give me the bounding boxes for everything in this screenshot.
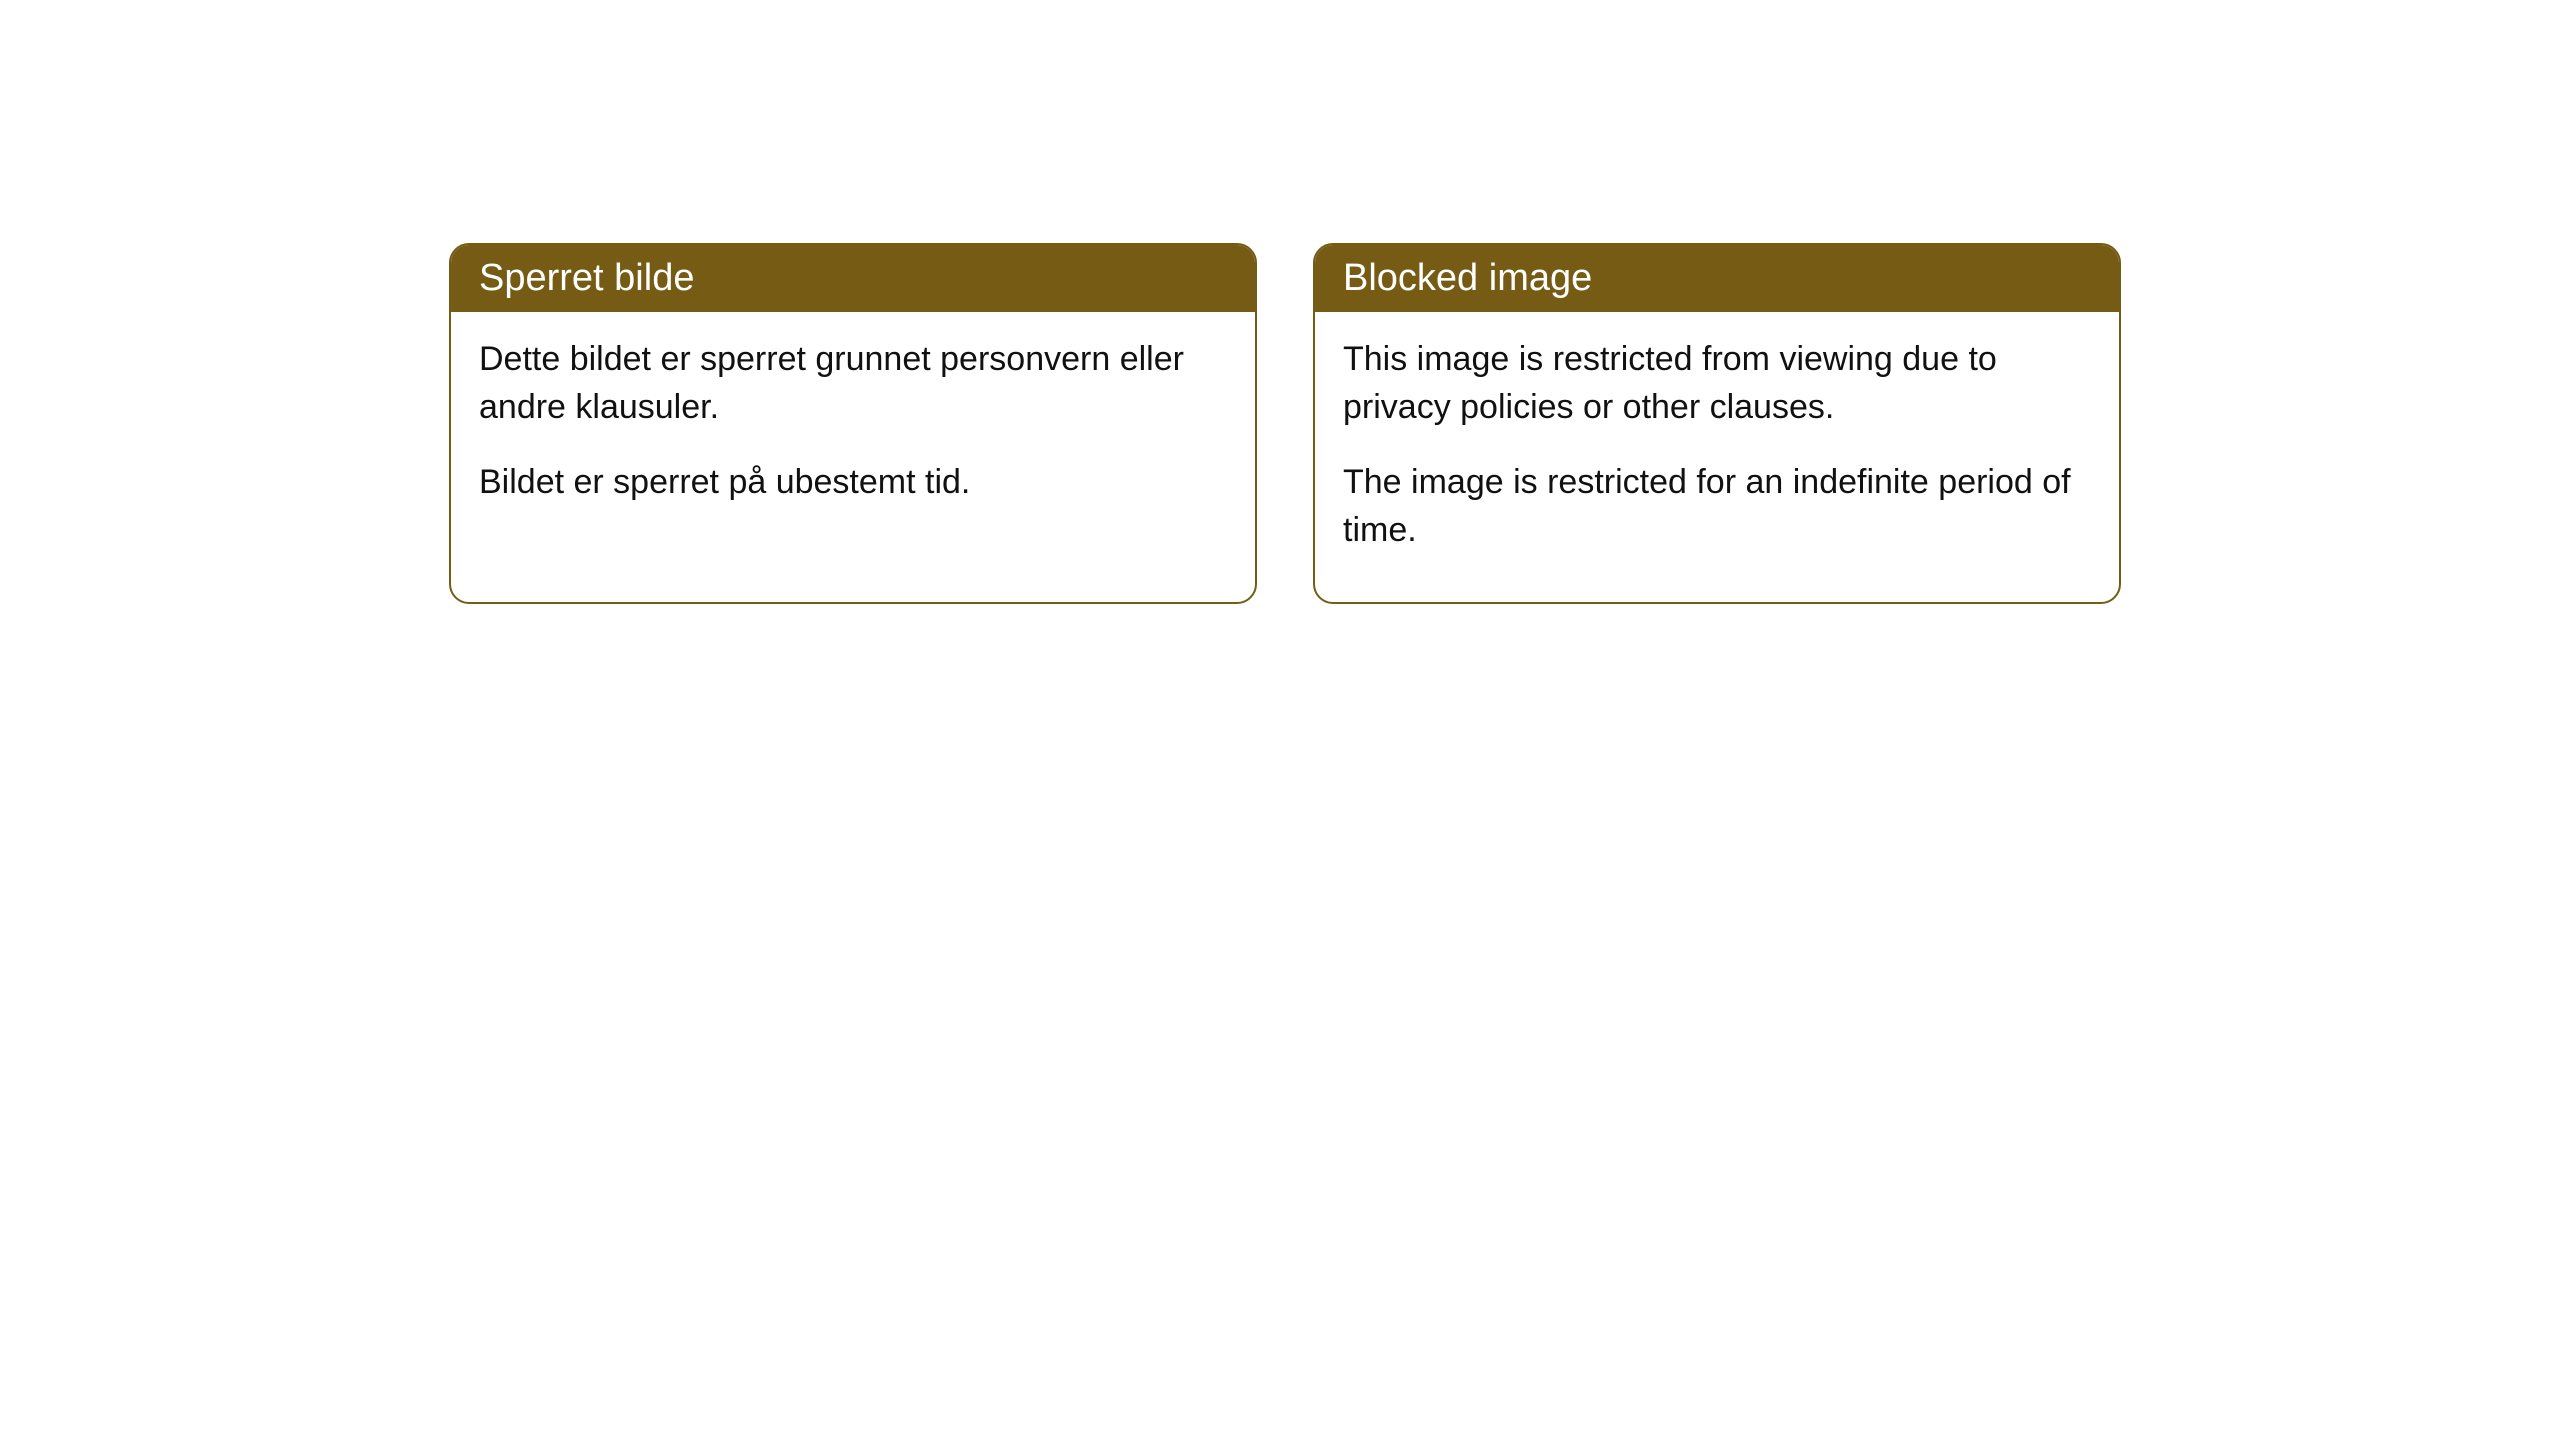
card-paragraph-1-norwegian: Dette bildet er sperret grunnet personve… (479, 336, 1227, 431)
card-header-english: Blocked image (1315, 245, 2119, 312)
card-body-english: This image is restricted from viewing du… (1315, 312, 2119, 602)
card-body-norwegian: Dette bildet er sperret grunnet personve… (451, 312, 1255, 555)
card-paragraph-2-english: The image is restricted for an indefinit… (1343, 459, 2091, 554)
cards-container: Sperret bilde Dette bildet er sperret gr… (0, 0, 2560, 604)
card-header-norwegian: Sperret bilde (451, 245, 1255, 312)
blocked-image-card-english: Blocked image This image is restricted f… (1313, 243, 2121, 604)
blocked-image-card-norwegian: Sperret bilde Dette bildet er sperret gr… (449, 243, 1257, 604)
card-paragraph-1-english: This image is restricted from viewing du… (1343, 336, 2091, 431)
card-paragraph-2-norwegian: Bildet er sperret på ubestemt tid. (479, 459, 1227, 507)
